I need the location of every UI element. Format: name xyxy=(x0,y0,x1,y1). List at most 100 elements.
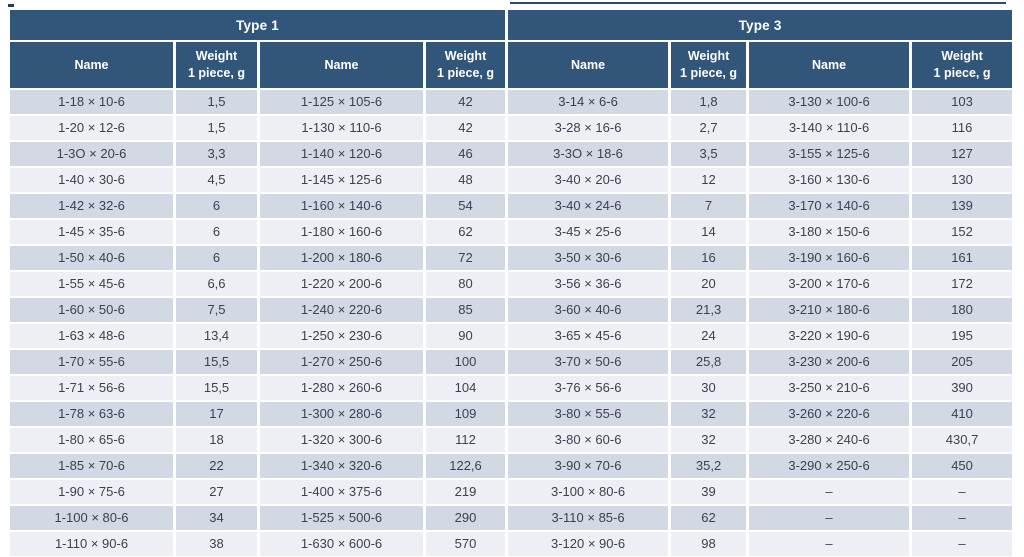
name-cell: 1-200 × 180-6 xyxy=(260,246,423,270)
weight-cell: 4,5 xyxy=(176,168,257,192)
name-cell: – xyxy=(749,532,910,556)
weight-cell: 15,5 xyxy=(176,350,257,374)
name-cell: 3-80 × 60-6 xyxy=(508,428,669,452)
weight-cell: 116 xyxy=(912,116,1013,140)
weight-cell: 6 xyxy=(176,246,257,270)
name-cell: 1-145 × 125-6 xyxy=(260,168,423,192)
weight-cell: 3,5 xyxy=(671,142,747,166)
name-cell: 1-3O × 20-6 xyxy=(10,142,173,166)
weight-cell: 195 xyxy=(912,324,1013,348)
name-header-4: Name xyxy=(749,42,910,88)
name-cell: 1-42 × 32-6 xyxy=(10,194,173,218)
name-cell: 1-130 × 110-6 xyxy=(260,116,423,140)
name-cell: 1-400 × 375-6 xyxy=(260,480,423,504)
name-cell: 1-320 × 300-6 xyxy=(260,428,423,452)
weight-cell: 39 xyxy=(671,480,747,504)
name-cell: 3-190 × 160-6 xyxy=(749,246,910,270)
name-cell: 1-55 × 45-6 xyxy=(10,272,173,296)
weight-header-line1: Weight xyxy=(941,49,983,64)
name-cell: 3-250 × 210-6 xyxy=(749,376,910,400)
weight-cell: 18 xyxy=(176,428,257,452)
type-1-header: Type 1 xyxy=(10,10,506,40)
name-cell: 1-240 × 220-6 xyxy=(260,298,423,322)
table-row: 1-63 × 48-6 13,4 1-250 × 230-6 90 3-65 × 45-… xyxy=(10,324,1013,348)
name-cell: 1-78 × 63-6 xyxy=(10,402,173,426)
name-cell: 1-63 × 48-6 xyxy=(10,324,173,348)
weight-cell: 46 xyxy=(426,142,506,166)
weight-cell: 6 xyxy=(176,194,257,218)
table-row: 1-45 × 35-6 6 1-180 × 160-6 62 3-45 × 25-6 14… xyxy=(10,220,1013,244)
weight-cell: 90 xyxy=(426,324,506,348)
weight-cell: 112 xyxy=(426,428,506,452)
weight-cell: 180 xyxy=(912,298,1013,322)
name-cell: 1-125 × 105-6 xyxy=(260,90,423,114)
weight-cell: 14 xyxy=(671,220,747,244)
weight-cell: 13,4 xyxy=(176,324,257,348)
weight-cell: 2,7 xyxy=(671,116,747,140)
weight-cell: 22 xyxy=(176,454,257,478)
weight-cell: 30 xyxy=(671,376,747,400)
weight-cell: 172 xyxy=(912,272,1013,296)
type-3-header: Type 3 xyxy=(508,10,1013,40)
name-cell: 3-90 × 70-6 xyxy=(508,454,669,478)
weight-cell: 6 xyxy=(176,220,257,244)
name-cell: 3-200 × 170-6 xyxy=(749,272,910,296)
table-row: 1-20 × 12-6 1,5 1-130 × 110-6 42 3-28 × 16-6… xyxy=(10,116,1013,140)
weight-header-line2: 1 piece, g xyxy=(188,66,245,80)
top-rule-left-fragment xyxy=(8,4,14,7)
name-cell: 1-340 × 320-6 xyxy=(260,454,423,478)
name-cell: 3-130 × 100-6 xyxy=(749,90,910,114)
name-cell: 3-70 × 50-6 xyxy=(508,350,669,374)
name-cell: 3-60 × 40-6 xyxy=(508,298,669,322)
name-cell: 3-3O × 18-6 xyxy=(508,142,669,166)
name-cell: 3-14 × 6-6 xyxy=(508,90,669,114)
name-header-1: Name xyxy=(10,42,173,88)
weight-header-line2: 1 piece, g xyxy=(933,66,991,80)
weight-header-1: Weight 1 piece, g xyxy=(176,42,257,88)
weight-cell: – xyxy=(912,480,1013,504)
table-body: 1-18 × 10-6 1,5 1-125 × 105-6 42 3-14 × 6-6 1… xyxy=(10,90,1013,557)
weight-cell: 104 xyxy=(426,376,506,400)
weight-cell: 12 xyxy=(671,168,747,192)
table-row: 1-3O × 20-6 3,3 1-140 × 120-6 46 3-3O × 18-6… xyxy=(10,142,1013,166)
weight-cell: 16 xyxy=(671,246,747,270)
type-header-row: Type 1 Type 3 xyxy=(10,10,1013,40)
name-cell: 1-90 × 75-6 xyxy=(10,480,173,504)
weight-cell: 54 xyxy=(426,194,506,218)
name-cell: 3-65 × 45-6 xyxy=(508,324,669,348)
weight-cell: 24 xyxy=(671,324,747,348)
weight-header-line2: 1 piece, g xyxy=(437,66,494,80)
name-cell: 3-260 × 220-6 xyxy=(749,402,910,426)
name-cell: 1-100 × 80-6 xyxy=(10,506,173,530)
name-cell: 1-250 × 230-6 xyxy=(260,324,423,348)
weight-header-2: Weight 1 piece, g xyxy=(426,42,506,88)
name-cell: 3-56 × 36-6 xyxy=(508,272,669,296)
weight-header-3: Weight 1 piece, g xyxy=(671,42,747,88)
weight-table: Type 1 Type 3 Name Weight 1 piece, g Nam… xyxy=(7,8,1015,557)
weight-cell: 130 xyxy=(912,168,1013,192)
table-row: 1-100 × 80-6 34 1-525 × 500-6 290 3-110 × 85… xyxy=(10,506,1013,530)
name-cell: 1-70 × 55-6 xyxy=(10,350,173,374)
weight-cell: 42 xyxy=(426,116,506,140)
table-row: 1-78 × 63-6 17 1-300 × 280-6 109 3-80 × 55-6… xyxy=(10,402,1013,426)
weight-cell: 17 xyxy=(176,402,257,426)
name-header-2: Name xyxy=(260,42,423,88)
name-cell: 3-45 × 25-6 xyxy=(508,220,669,244)
weight-cell: 25,8 xyxy=(671,350,747,374)
name-cell: 1-50 × 40-6 xyxy=(10,246,173,270)
name-cell: 3-80 × 55-6 xyxy=(508,402,669,426)
weight-cell: 219 xyxy=(426,480,506,504)
name-cell: 3-290 × 250-6 xyxy=(749,454,910,478)
name-cell: 1-45 × 35-6 xyxy=(10,220,173,244)
name-cell: 1-40 × 30-6 xyxy=(10,168,173,192)
weight-cell: 27 xyxy=(176,480,257,504)
weight-cell: 6,6 xyxy=(176,272,257,296)
weight-cell: 3,3 xyxy=(176,142,257,166)
weight-cell: 20 xyxy=(671,272,747,296)
name-cell: 1-630 × 600-6 xyxy=(260,532,423,556)
name-cell: 3-180 × 150-6 xyxy=(749,220,910,244)
weight-cell: 161 xyxy=(912,246,1013,270)
name-cell: 3-76 × 56-6 xyxy=(508,376,669,400)
name-cell: 3-140 × 110-6 xyxy=(749,116,910,140)
